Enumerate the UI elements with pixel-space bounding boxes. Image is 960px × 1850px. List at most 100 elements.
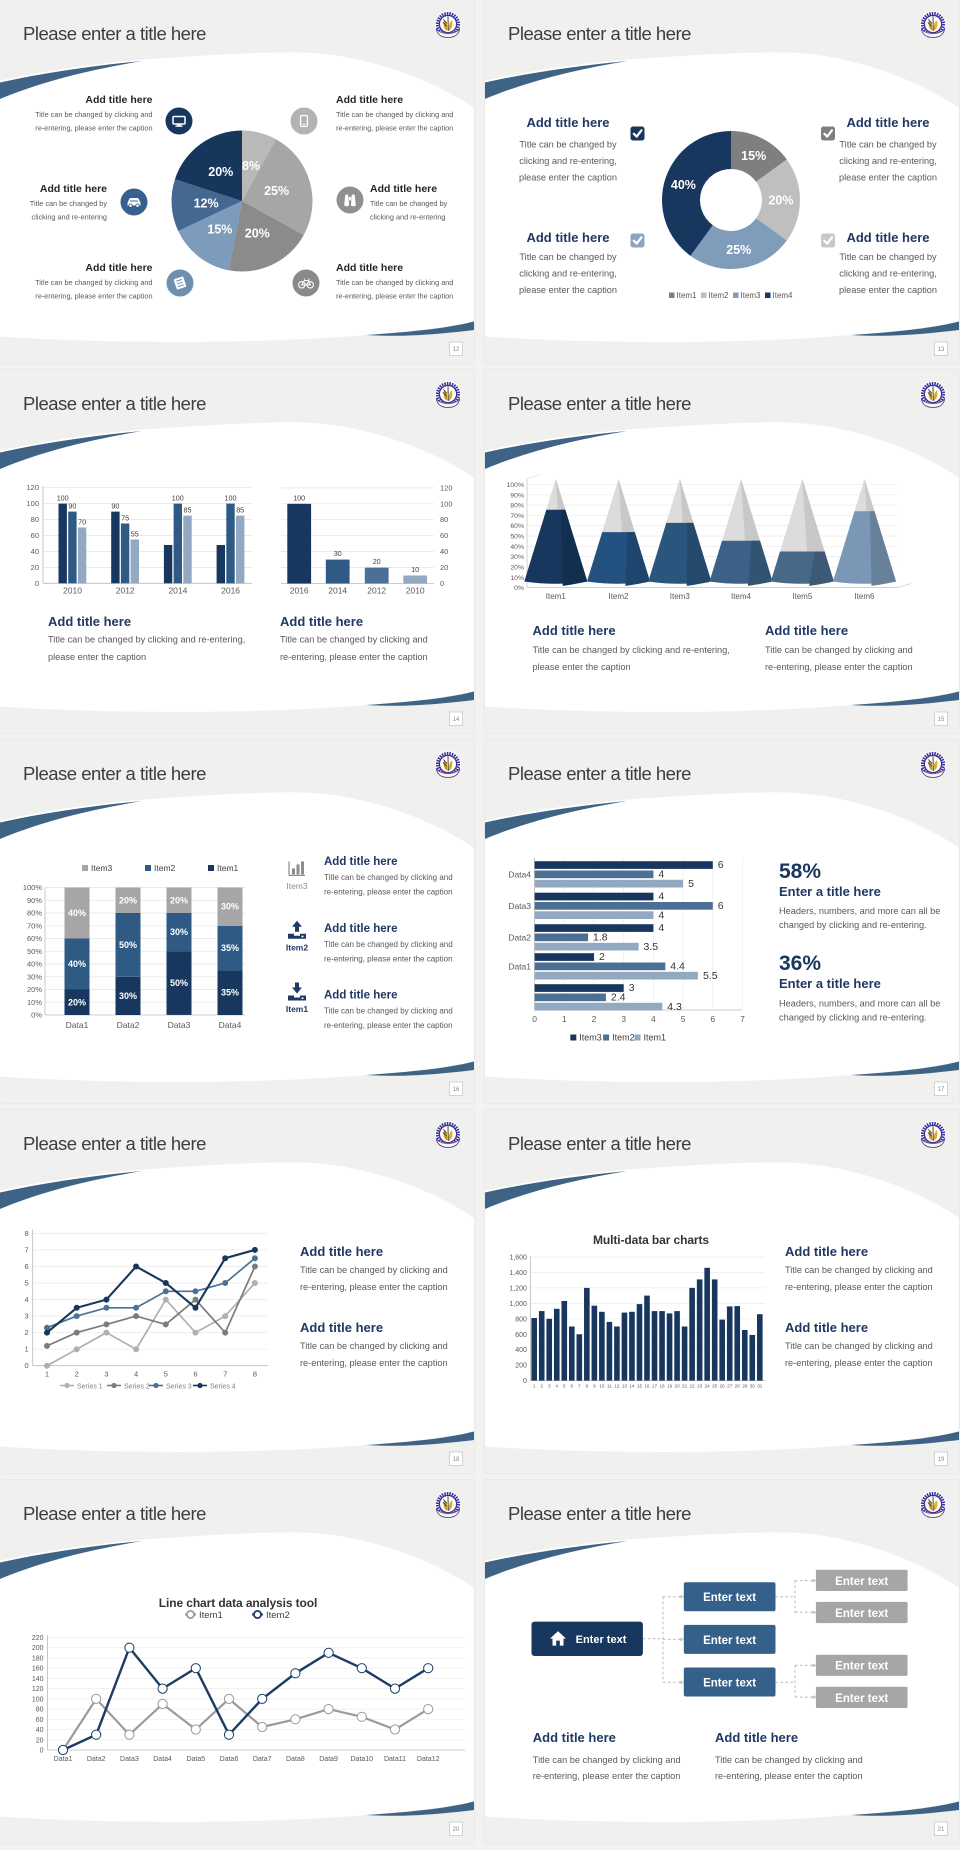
svg-text:19: 19	[938, 1457, 945, 1463]
svg-text:5: 5	[688, 878, 694, 890]
svg-text:Series 3: Series 3	[166, 1384, 192, 1391]
svg-text:clicking and re-entering,: clicking and re-entering,	[839, 156, 937, 166]
svg-text:16: 16	[453, 1087, 460, 1093]
svg-text:70: 70	[78, 518, 86, 527]
svg-text:4: 4	[25, 1295, 29, 1304]
svg-text:18: 18	[659, 1384, 665, 1389]
svg-text:re-entering, please enter the: re-entering, please enter the caption	[336, 291, 453, 300]
svg-text:1: 1	[562, 1014, 567, 1024]
svg-text:6: 6	[710, 1014, 715, 1024]
svg-text:100: 100	[32, 1696, 44, 1703]
svg-text:4: 4	[555, 1384, 558, 1389]
svg-text:Item1: Item1	[644, 1033, 667, 1043]
svg-text:10%: 10%	[27, 998, 42, 1007]
svg-text:6: 6	[25, 1262, 29, 1271]
svg-text:clicking and re-entering,: clicking and re-entering,	[519, 269, 617, 279]
svg-text:50%: 50%	[170, 978, 188, 988]
svg-text:re-entering, please enter the: re-entering, please enter the caption	[765, 662, 913, 672]
svg-text:Data1: Data1	[66, 1020, 89, 1030]
svg-text:800: 800	[515, 1316, 527, 1323]
svg-text:2016: 2016	[290, 586, 309, 596]
svg-text:20%: 20%	[768, 194, 793, 208]
svg-text:12: 12	[453, 347, 460, 353]
svg-text:Data1: Data1	[54, 1756, 73, 1763]
svg-text:Title can be changed by clicki: Title can be changed by clicking and	[785, 1341, 933, 1351]
svg-text:Item6: Item6	[854, 592, 875, 601]
svg-text:Enter text: Enter text	[835, 1693, 888, 1705]
svg-text:60%: 60%	[27, 934, 42, 943]
svg-text:20%: 20%	[27, 985, 42, 994]
svg-text:changed by clicking and re-ent: changed by clicking and re-entering.	[779, 920, 927, 930]
svg-text:55: 55	[131, 529, 139, 538]
svg-text:Please enter a title here: Please enter a title here	[23, 1503, 206, 1524]
svg-text:15%: 15%	[741, 149, 766, 163]
svg-text:60: 60	[440, 531, 448, 540]
svg-text:Add title here: Add title here	[300, 1244, 383, 1259]
svg-text:Enter text: Enter text	[703, 1635, 756, 1647]
svg-text:60: 60	[31, 531, 39, 540]
svg-text:40: 40	[31, 547, 39, 556]
svg-text:clicking and re-entering: clicking and re-entering	[32, 213, 107, 222]
svg-text:Add title here: Add title here	[324, 990, 397, 1002]
svg-text:Please enter a title here: Please enter a title here	[508, 23, 691, 44]
svg-text:100: 100	[293, 493, 305, 502]
svg-text:18: 18	[453, 1457, 460, 1463]
svg-text:11: 11	[607, 1384, 612, 1389]
svg-text:Data5: Data5	[186, 1756, 205, 1763]
svg-text:Title can be changed by clicki: Title can be changed by clicking and	[336, 278, 453, 287]
svg-text:4: 4	[134, 1370, 138, 1379]
svg-text:Title can be changed by: Title can be changed by	[839, 252, 937, 262]
svg-text:15: 15	[637, 1384, 643, 1389]
svg-text:Enter text: Enter text	[835, 1661, 888, 1673]
svg-text:400: 400	[515, 1347, 527, 1354]
svg-text:Data3: Data3	[508, 901, 531, 911]
svg-text:Add title here: Add title here	[336, 262, 403, 274]
svg-text:Add title here: Add title here	[324, 856, 397, 868]
svg-text:40%: 40%	[510, 544, 524, 551]
svg-text:Data10: Data10	[351, 1756, 374, 1763]
svg-text:re-entering, please enter the: re-entering, please enter the caption	[785, 1282, 933, 1292]
svg-text:Headers, numbers, and more can: Headers, numbers, and more can all be	[779, 999, 940, 1009]
svg-text:re-entering, please enter the: re-entering, please enter the caption	[533, 1771, 681, 1781]
svg-text:Title can be changed by clicki: Title can be changed by clicking and re-…	[48, 635, 245, 645]
svg-text:3: 3	[621, 1014, 626, 1024]
svg-text:Item3: Item3	[91, 863, 113, 873]
svg-text:Series 4: Series 4	[210, 1384, 236, 1391]
svg-text:Please enter a title here: Please enter a title here	[508, 1503, 691, 1524]
svg-text:21: 21	[938, 1827, 945, 1833]
svg-text:7: 7	[223, 1370, 227, 1379]
svg-text:Enter text: Enter text	[703, 1678, 756, 1690]
svg-text:6: 6	[718, 900, 724, 912]
svg-text:Title can be changed by: Title can be changed by	[370, 199, 448, 208]
svg-text:Data2: Data2	[508, 933, 531, 943]
svg-text:Item3: Item3	[670, 592, 691, 601]
svg-text:3: 3	[104, 1370, 108, 1379]
svg-text:90: 90	[68, 502, 76, 511]
svg-text:120: 120	[26, 483, 39, 492]
svg-text:2014: 2014	[328, 586, 347, 596]
svg-text:35%: 35%	[221, 943, 239, 953]
svg-text:Title can be changed by: Title can be changed by	[30, 199, 108, 208]
svg-text:Enter text: Enter text	[835, 1576, 888, 1588]
svg-text:90%: 90%	[27, 896, 42, 905]
svg-text:Item2: Item2	[286, 943, 308, 953]
svg-text:Data9: Data9	[319, 1756, 338, 1763]
svg-text:2010: 2010	[406, 586, 425, 596]
svg-text:Add title here: Add title here	[280, 614, 363, 629]
svg-text:20: 20	[453, 1827, 460, 1833]
svg-text:Add title here: Add title here	[300, 1320, 383, 1335]
svg-text:Series 1: Series 1	[77, 1384, 103, 1391]
svg-text:4: 4	[658, 869, 664, 881]
svg-text:Please enter a title here: Please enter a title here	[23, 1133, 206, 1154]
svg-text:Item2: Item2	[266, 1610, 290, 1621]
svg-text:4: 4	[658, 922, 664, 934]
svg-text:Add title here: Add title here	[533, 623, 616, 638]
svg-text:600: 600	[515, 1332, 527, 1339]
svg-text:Enter text: Enter text	[703, 1592, 756, 1604]
svg-text:Add title here: Add title here	[785, 1320, 868, 1335]
svg-text:Item2: Item2	[154, 863, 176, 873]
svg-text:clicking and re-entering: clicking and re-entering	[370, 213, 445, 222]
svg-text:re-entering, please enter the: re-entering, please enter the caption	[324, 1021, 453, 1030]
svg-text:clicking and re-entering,: clicking and re-entering,	[519, 156, 617, 166]
svg-text:40%: 40%	[68, 908, 86, 918]
